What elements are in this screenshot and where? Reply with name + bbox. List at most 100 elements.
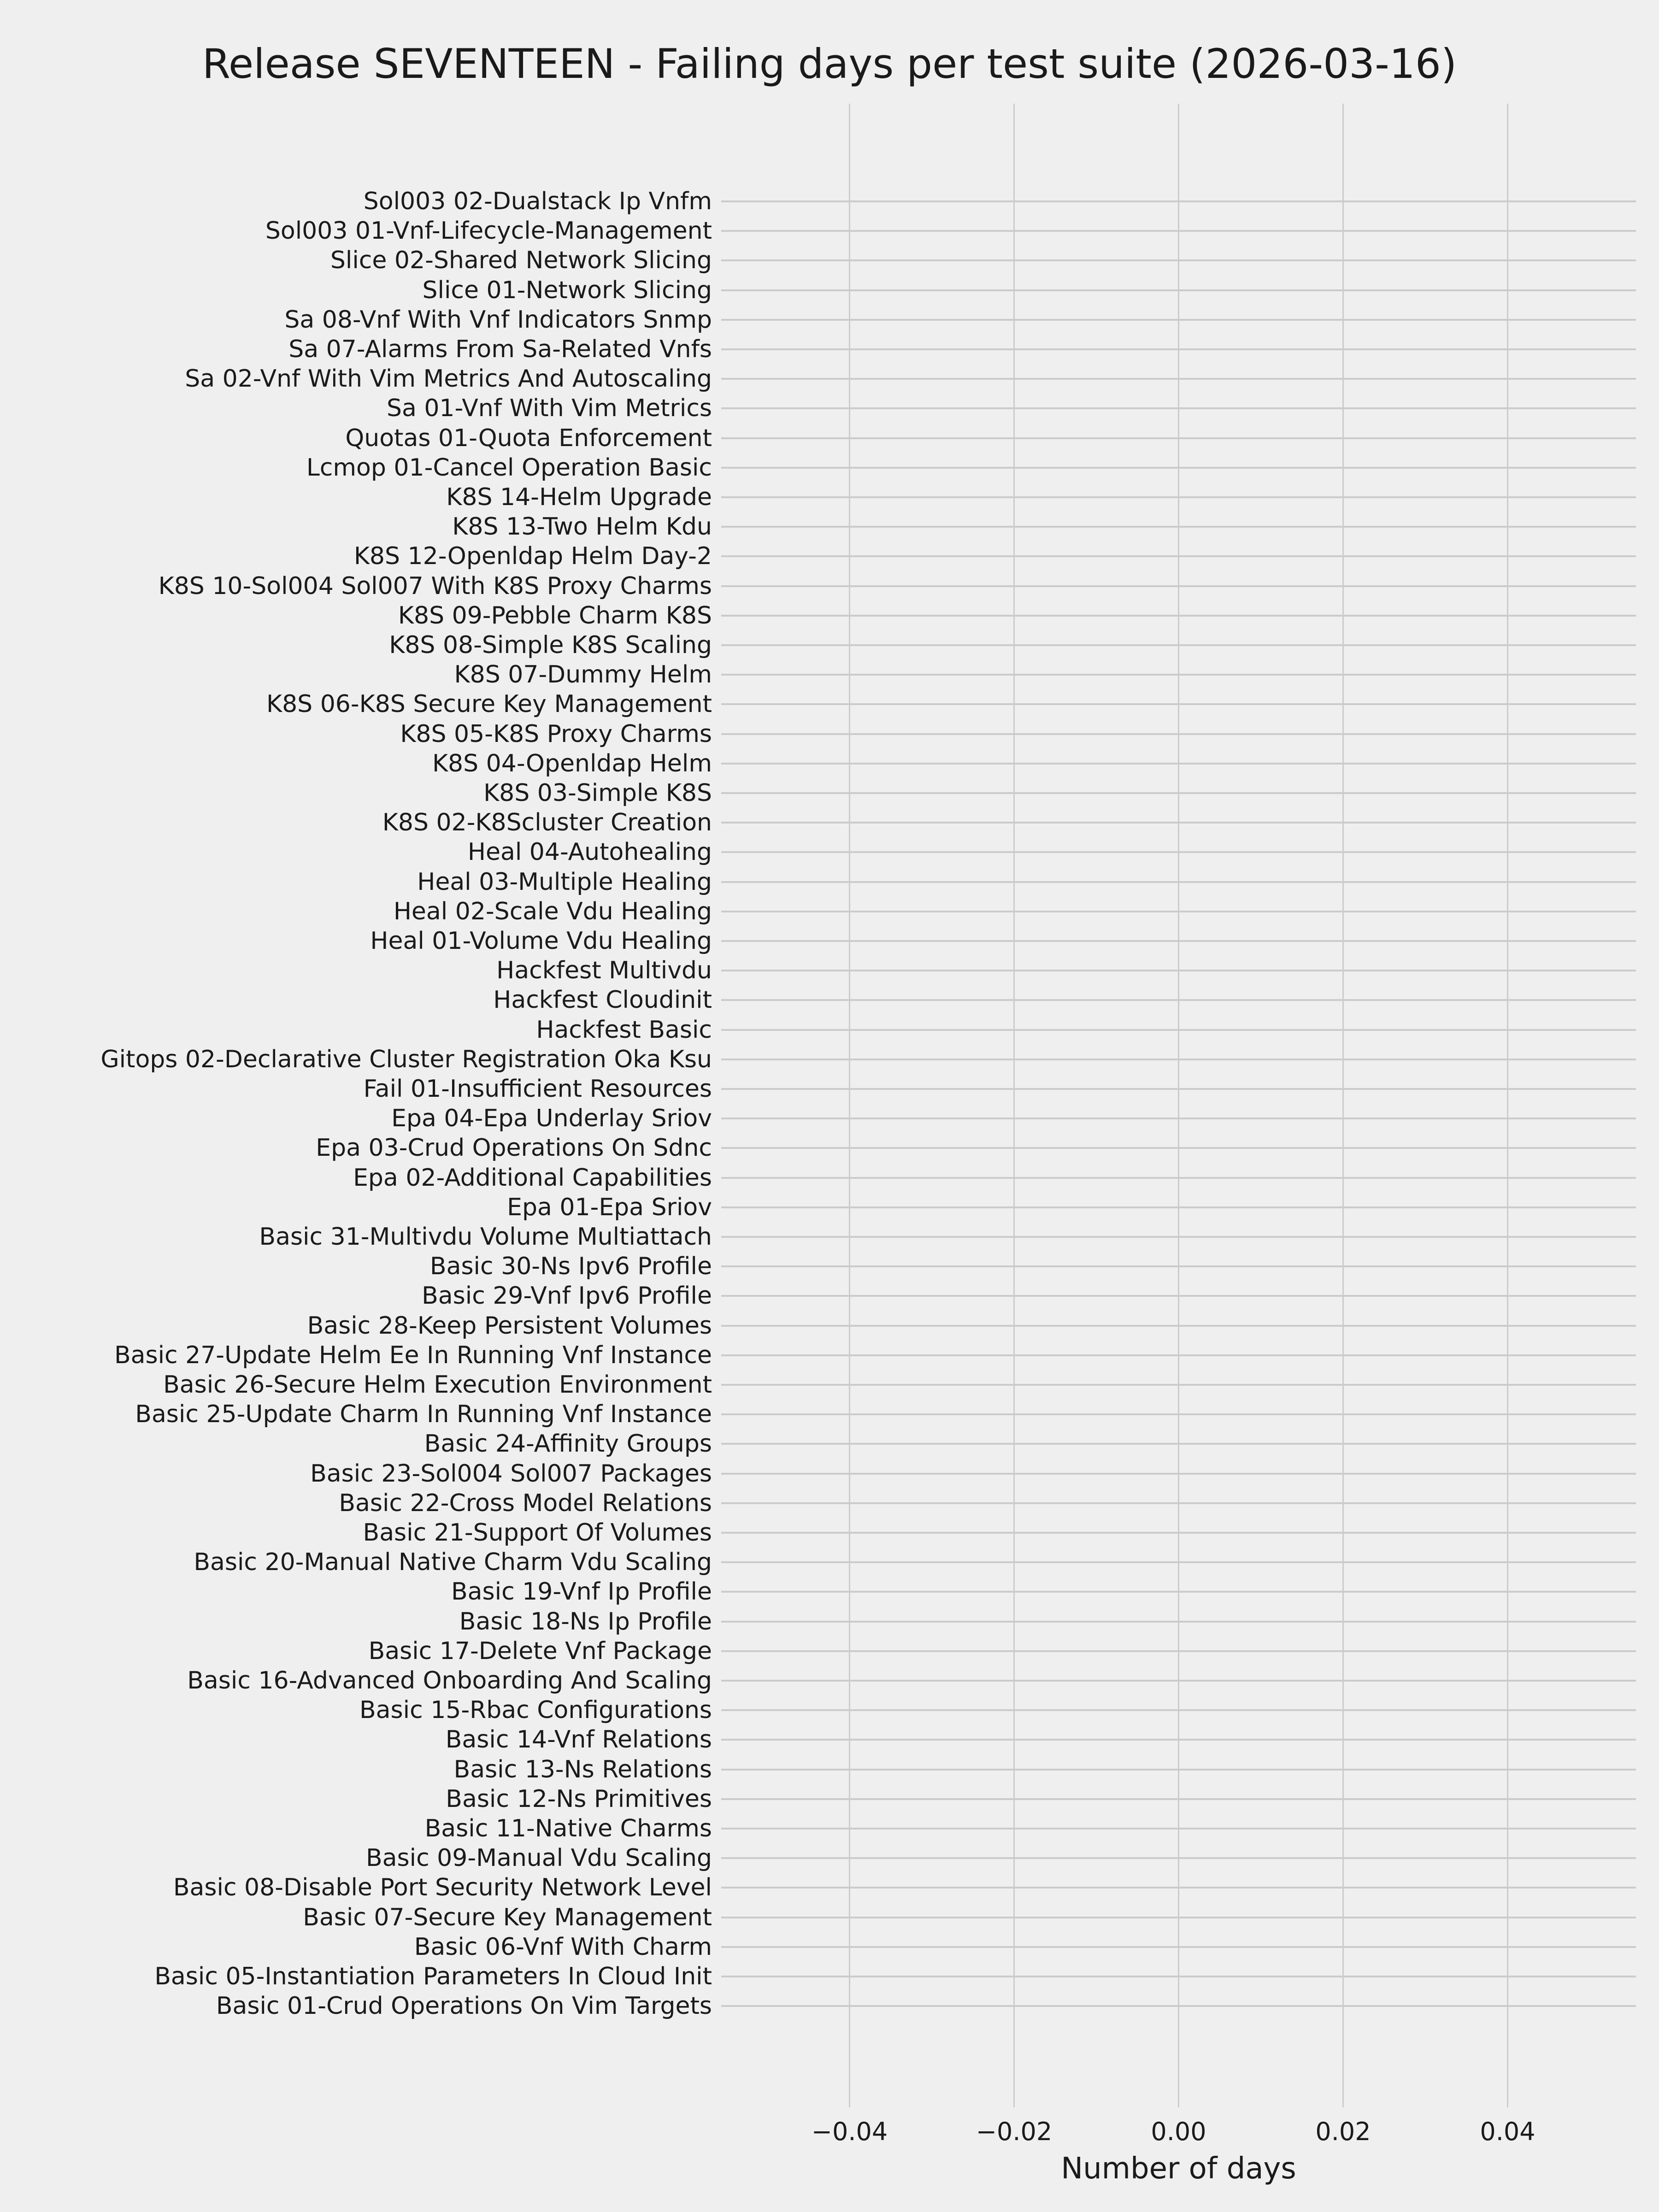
y-tick-label: K8S 07-Dummy Helm bbox=[454, 661, 712, 689]
gridline-horizontal bbox=[721, 1650, 1636, 1652]
gridline-horizontal bbox=[721, 200, 1636, 202]
y-tick-label: K8S 05-K8S Proxy Charms bbox=[400, 720, 712, 748]
gridline-vertical bbox=[1507, 104, 1509, 2107]
y-tick-label: K8S 04-Openldap Helm bbox=[432, 749, 712, 777]
gridline-horizontal bbox=[721, 496, 1636, 498]
y-tick-label: K8S 10-Sol004 Sol007 With K8S Proxy Char… bbox=[158, 572, 712, 600]
y-tick-label: Heal 04-Autohealing bbox=[467, 838, 712, 866]
y-tick-label: Basic 31-Multivdu Volume Multiattach bbox=[259, 1223, 712, 1251]
gridline-horizontal bbox=[721, 1502, 1636, 1504]
gridline-horizontal bbox=[721, 762, 1636, 765]
y-tick-label: Basic 29-Vnf Ipv6 Profile bbox=[422, 1282, 712, 1310]
gridline-horizontal bbox=[721, 644, 1636, 646]
y-tick-label: Basic 28-Keep Persistent Volumes bbox=[307, 1312, 712, 1340]
gridline-vertical bbox=[848, 104, 850, 2107]
gridline-horizontal bbox=[721, 1561, 1636, 1564]
gridline-horizontal bbox=[721, 1768, 1636, 1771]
x-tick-label: 0.04 bbox=[1480, 2117, 1535, 2146]
x-tick-label: −0.02 bbox=[976, 2117, 1053, 2146]
gridline-horizontal bbox=[721, 881, 1636, 883]
y-tick-label: Basic 15-Rbac Configurations bbox=[359, 1696, 712, 1724]
y-tick-label: K8S 14-Helm Upgrade bbox=[446, 483, 712, 511]
gridline-horizontal bbox=[721, 1324, 1636, 1327]
y-tick-label: K8S 12-Openldap Helm Day-2 bbox=[353, 542, 712, 571]
y-tick-label: K8S 08-Simple K8S Scaling bbox=[389, 631, 712, 659]
gridline-horizontal bbox=[721, 318, 1636, 321]
y-tick-label: Epa 01-Epa Sriov bbox=[507, 1193, 712, 1221]
y-tick-label: Slice 02-Shared Network Slicing bbox=[330, 247, 712, 275]
y-tick-label: Quotas 01-Quota Enforcement bbox=[345, 424, 712, 452]
y-tick-label: Sol003 02-Dualstack Ip Vnfm bbox=[363, 188, 712, 215]
y-tick-label: Lcmop 01-Cancel Operation Basic bbox=[306, 453, 712, 482]
gridline-horizontal bbox=[721, 1472, 1636, 1475]
gridline-horizontal bbox=[721, 1620, 1636, 1623]
gridline-horizontal bbox=[721, 1384, 1636, 1386]
y-tick-label: Heal 02-Scale Vdu Healing bbox=[393, 897, 712, 925]
y-tick-label: Basic 20-Manual Native Charm Vdu Scaling bbox=[194, 1548, 712, 1577]
y-tick-label: Epa 03-Crud Operations On Sdnc bbox=[316, 1134, 712, 1162]
gridline-horizontal bbox=[721, 555, 1636, 558]
gridline-horizontal bbox=[721, 437, 1636, 439]
gridline-horizontal bbox=[721, 1443, 1636, 1445]
gridline-horizontal bbox=[721, 1887, 1636, 1889]
y-tick-label: Basic 12-Ns Primitives bbox=[446, 1785, 712, 1813]
y-tick-label: Sol003 01-Vnf-Lifecycle-Management bbox=[265, 217, 712, 245]
gridline-horizontal bbox=[721, 1354, 1636, 1356]
y-tick-label: Epa 04-Epa Underlay Sriov bbox=[391, 1105, 712, 1133]
gridline-horizontal bbox=[721, 999, 1636, 1001]
y-tick-label: Basic 14-Vnf Relations bbox=[445, 1726, 712, 1754]
x-tick-label: 0.02 bbox=[1315, 2117, 1371, 2146]
gridline-horizontal bbox=[721, 910, 1636, 912]
y-tick-label: K8S 09-Pebble Charm K8S bbox=[398, 601, 712, 629]
y-tick-label: Basic 27-Update Helm Ee In Running Vnf I… bbox=[114, 1341, 712, 1369]
x-axis-label: Number of days bbox=[1061, 2152, 1296, 2186]
gridline-horizontal bbox=[721, 1946, 1636, 1948]
gridline-horizontal bbox=[721, 2005, 1636, 2007]
plot-area bbox=[721, 104, 1636, 2107]
y-tick-label: Basic 13-Ns Relations bbox=[453, 1755, 712, 1783]
y-tick-label: Basic 26-Secure Helm Execution Environme… bbox=[163, 1371, 712, 1399]
y-tick-label: Sa 07-Alarms From Sa-Related Vnfs bbox=[288, 335, 712, 363]
gridline-horizontal bbox=[721, 703, 1636, 706]
gridline-horizontal bbox=[721, 1177, 1636, 1179]
gridline-horizontal bbox=[721, 1088, 1636, 1090]
y-tick-label: Basic 08-Disable Port Security Network L… bbox=[173, 1874, 712, 1902]
y-tick-label: Basic 06-Vnf With Charm bbox=[414, 1933, 712, 1961]
gridline-horizontal bbox=[721, 1828, 1636, 1830]
gridline-horizontal bbox=[721, 1295, 1636, 1297]
gridline-horizontal bbox=[721, 378, 1636, 380]
x-tick-label: 0.00 bbox=[1151, 2117, 1206, 2146]
y-tick-label: Gitops 02-Declarative Cluster Registrati… bbox=[100, 1045, 712, 1073]
y-tick-label: Basic 05-Instantiation Parameters In Clo… bbox=[154, 1963, 712, 1990]
gridline-horizontal bbox=[721, 466, 1636, 469]
gridline-vertical bbox=[1342, 104, 1344, 2107]
y-tick-label: Sa 08-Vnf With Vnf Indicators Snmp bbox=[284, 306, 712, 334]
y-tick-label: K8S 13-Two Helm Kdu bbox=[452, 513, 712, 541]
gridline-horizontal bbox=[721, 792, 1636, 794]
gridline-horizontal bbox=[721, 1029, 1636, 1031]
gridline-horizontal bbox=[721, 407, 1636, 410]
gridline-horizontal bbox=[721, 1058, 1636, 1060]
gridline-horizontal bbox=[721, 851, 1636, 853]
y-tick-label: Hackfest Cloudinit bbox=[493, 986, 712, 1014]
gridline-horizontal bbox=[721, 1413, 1636, 1416]
y-tick-label: Basic 22-Cross Model Relations bbox=[339, 1489, 712, 1517]
y-tick-label: Basic 23-Sol004 Sol007 Packages bbox=[310, 1459, 712, 1488]
gridline-horizontal bbox=[721, 1916, 1636, 1918]
y-tick-label: K8S 06-K8S Secure Key Management bbox=[266, 690, 712, 718]
gridline-horizontal bbox=[721, 614, 1636, 617]
gridline-horizontal bbox=[721, 1976, 1636, 1977]
y-tick-label: Basic 25-Update Charm In Running Vnf Ins… bbox=[135, 1400, 712, 1429]
y-tick-label: Slice 01-Network Slicing bbox=[422, 276, 712, 304]
y-tick-label: Basic 18-Ns Ip Profile bbox=[459, 1607, 712, 1635]
gridline-horizontal bbox=[721, 230, 1636, 232]
gridline-horizontal bbox=[721, 733, 1636, 735]
y-tick-label: Basic 30-Ns Ipv6 Profile bbox=[429, 1253, 712, 1281]
gridline-horizontal bbox=[721, 1798, 1636, 1800]
y-tick-label: Basic 16-Advanced Onboarding And Scaling bbox=[187, 1667, 712, 1694]
gridline-horizontal bbox=[721, 1118, 1636, 1120]
y-tick-label: Basic 21-Support Of Volumes bbox=[363, 1519, 712, 1547]
y-tick-label: Sa 02-Vnf With Vim Metrics And Autoscali… bbox=[185, 365, 712, 393]
y-tick-label: Basic 11-Native Charms bbox=[424, 1815, 712, 1842]
